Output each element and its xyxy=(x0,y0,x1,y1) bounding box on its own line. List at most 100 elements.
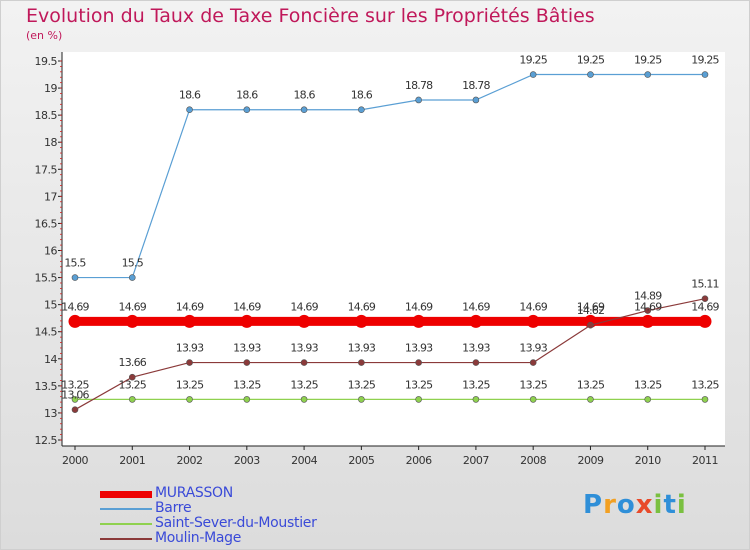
data-point xyxy=(243,106,251,114)
data-label: 18.6 xyxy=(351,89,373,102)
data-point xyxy=(358,106,365,114)
data-label: 13.25 xyxy=(348,378,376,391)
data-label: 13.93 xyxy=(462,342,490,355)
data-point xyxy=(186,359,193,366)
data-point xyxy=(587,71,594,78)
data-point xyxy=(698,314,712,328)
data-point xyxy=(186,106,193,114)
x-tick-label: 2002 xyxy=(177,454,203,467)
y-tick-label: 15 xyxy=(44,299,57,312)
data-point xyxy=(128,274,136,281)
y-tick-label: 18.5 xyxy=(35,109,58,122)
data-label: 15.11 xyxy=(691,278,719,291)
y-tick-label: 15.5 xyxy=(35,272,58,285)
proxiti-logo: Proxiti xyxy=(583,490,687,520)
legend-label: Barre xyxy=(155,500,192,516)
data-label: 18.6 xyxy=(293,89,315,102)
data-point xyxy=(701,71,709,78)
data-label: 14.69 xyxy=(348,300,376,313)
data-point xyxy=(412,314,426,328)
data-label: 14.69 xyxy=(634,300,662,313)
data-label: 13.25 xyxy=(61,378,89,391)
data-label: 14.69 xyxy=(691,300,719,313)
data-point xyxy=(71,274,79,281)
data-label: 14.69 xyxy=(405,300,433,313)
data-label: 18.6 xyxy=(236,89,258,102)
data-point xyxy=(701,295,709,302)
data-label: 13.25 xyxy=(634,378,662,391)
data-label: 13.25 xyxy=(233,378,261,391)
data-point xyxy=(529,359,537,366)
data-point xyxy=(587,321,594,329)
chart-title: Evolution du Taux de Taxe Foncière sur l… xyxy=(26,5,595,27)
y-tick-label: 13 xyxy=(44,407,57,420)
data-point xyxy=(358,359,365,366)
data-point xyxy=(415,96,422,104)
data-point xyxy=(300,106,308,114)
x-tick-label: 2004 xyxy=(291,454,317,467)
data-label: 13.25 xyxy=(405,378,433,391)
y-tick-label: 12.5 xyxy=(35,434,58,447)
data-label: 15.5 xyxy=(64,257,86,270)
logo-letter: i xyxy=(676,490,687,520)
legend-swatch xyxy=(100,523,152,525)
y-tick-label: 14.5 xyxy=(35,326,58,339)
chart-subtitle: (en %) xyxy=(26,29,63,42)
data-label: 14.69 xyxy=(290,300,318,313)
y-tick-label: 14 xyxy=(44,353,57,366)
data-point xyxy=(354,314,368,328)
x-tick-label: 2010 xyxy=(635,454,661,467)
data-point xyxy=(128,396,136,403)
data-point xyxy=(644,71,652,78)
data-label: 13.25 xyxy=(462,378,490,391)
data-label: 14.89 xyxy=(634,290,662,303)
data-label: 13.93 xyxy=(405,342,433,355)
x-tick-label: 2005 xyxy=(348,454,374,467)
data-label: 13.93 xyxy=(290,342,318,355)
data-label: 18.6 xyxy=(179,89,201,102)
legend-swatch xyxy=(100,490,152,498)
data-label: 13.25 xyxy=(519,378,547,391)
series-line-moulin-mage xyxy=(74,298,706,411)
data-point xyxy=(186,396,193,403)
data-label: 14.69 xyxy=(61,300,89,313)
data-label: 19.25 xyxy=(691,54,719,67)
data-label: 18.78 xyxy=(405,79,433,92)
x-tick-label: 2008 xyxy=(520,454,546,467)
data-label: 14.69 xyxy=(519,300,547,313)
data-point xyxy=(243,396,251,403)
data-point xyxy=(183,314,197,328)
data-point xyxy=(644,396,652,403)
data-point xyxy=(641,314,655,328)
data-label: 19.25 xyxy=(577,54,605,67)
plot-area xyxy=(62,52,725,446)
data-label: 13.93 xyxy=(519,342,547,355)
data-label: 15.5 xyxy=(122,257,144,270)
data-point xyxy=(71,406,79,413)
data-point xyxy=(240,314,254,328)
data-label: 13.25 xyxy=(577,378,605,391)
data-label: 14.69 xyxy=(577,300,605,313)
x-tick-label: 2009 xyxy=(577,454,603,467)
legend-swatch xyxy=(100,508,152,510)
data-point xyxy=(472,396,480,403)
data-point xyxy=(529,396,537,403)
y-tick-label: 17.5 xyxy=(35,163,58,176)
y-tick-label: 18 xyxy=(44,136,57,149)
data-point xyxy=(243,359,251,366)
logo-letter: t xyxy=(663,490,677,520)
x-tick-label: 2011 xyxy=(692,454,718,467)
x-tick-label: 2000 xyxy=(62,454,88,467)
legend-label: Saint-Sever-du-Moustier xyxy=(155,515,317,531)
legend-label: Moulin-Mage xyxy=(155,530,242,546)
y-tick-label: 17 xyxy=(44,190,57,203)
y-tick-label: 16.5 xyxy=(35,217,58,230)
data-label: 14.69 xyxy=(462,300,490,313)
data-point xyxy=(472,96,480,104)
data-label: 19.25 xyxy=(634,54,662,67)
y-tick-label: 13.5 xyxy=(35,380,58,393)
x-tick-label: 2006 xyxy=(406,454,432,467)
logo-letter: P xyxy=(583,490,604,520)
data-point xyxy=(300,359,308,366)
